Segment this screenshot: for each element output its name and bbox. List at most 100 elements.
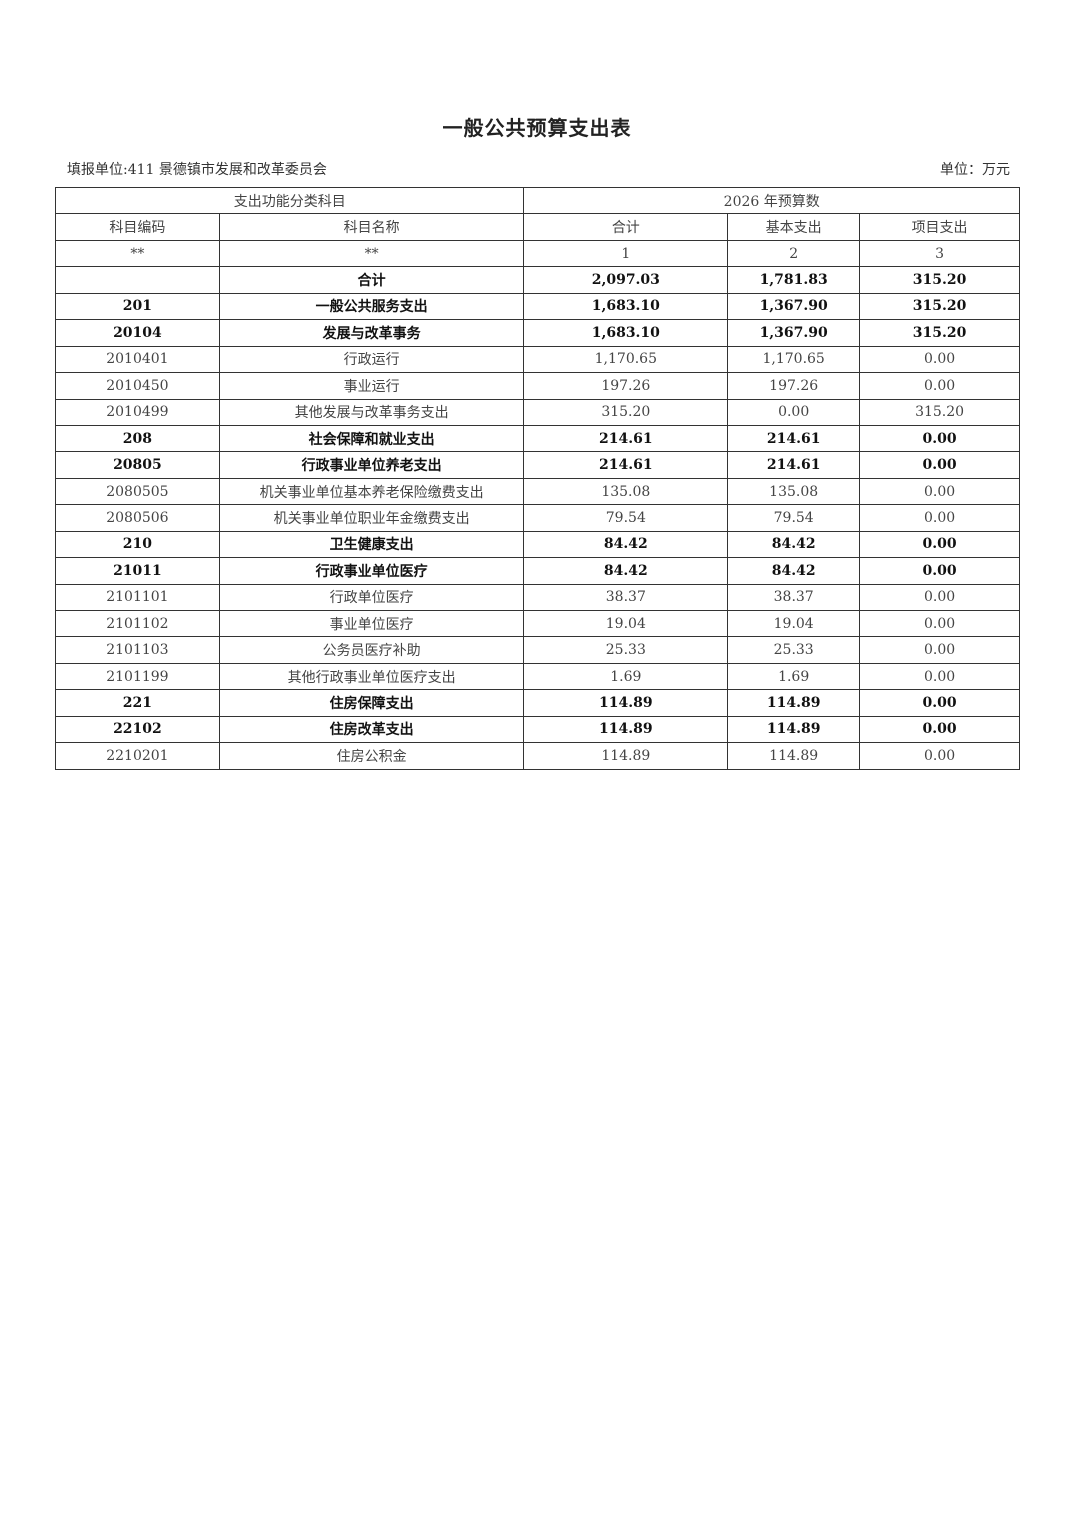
cell-basic: 1,170.65: [727, 345, 861, 374]
header-basic: 基本支出: [727, 213, 861, 241]
cell-basic: 114.89: [727, 689, 861, 717]
cell-project: 0.00: [859, 636, 1020, 664]
header-total: 合计: [523, 213, 729, 241]
table-row: 2080505 机关事业单位基本养老保险缴费支出 135.08 135.08 0.00: [55, 477, 1020, 506]
header-group-row: 支出功能分类科目 2026 年预算数: [54, 186, 1020, 215]
cell-total: 84.42: [523, 530, 729, 559]
cell-code: 201: [55, 292, 220, 321]
cell-basic: 84.42: [727, 530, 861, 559]
cell-basic: 214.61: [727, 424, 861, 453]
table-row: 21011 行政事业单位医疗 84.42 84.42 0.00: [55, 557, 1020, 585]
table-row: 2210201 住房公积金 114.89 114.89 0.00: [55, 742, 1020, 770]
table-row: 2101101 行政单位医疗 38.37 38.37 0.00: [55, 583, 1020, 612]
cell-total: 38.37: [523, 583, 729, 612]
budget-table: 支出功能分类科目 2026 年预算数 科目编码 科目名称 合计 基本支出 项目支…: [54, 186, 1020, 770]
table-row: 20805 行政事业单位养老支出 214.61 214.61 0.00: [55, 451, 1020, 479]
cell-total: 79.54: [523, 504, 729, 532]
table-row: 2101102 事业单位医疗 19.04 19.04 0.00: [55, 609, 1020, 638]
cell-project: 0.00: [859, 372, 1020, 400]
reporting-unit: 填报单位:411 景德镇市发展和改革委员会: [67, 162, 327, 178]
cell-code: 221: [55, 689, 220, 717]
cell-basic: 197.26: [727, 372, 861, 400]
cell-name: 行政运行: [218, 345, 525, 374]
cell-total: 2,097.03: [523, 266, 729, 294]
index-cell: 2: [727, 239, 861, 268]
cell-name: 其他行政事业单位医疗支出: [218, 662, 525, 691]
cell-code: 2101199: [55, 662, 220, 691]
cell-project: 0.00: [859, 662, 1020, 691]
cell-project: 0.00: [859, 689, 1020, 717]
table-row: 20104 发展与改革事务 1,683.10 1,367.90 315.20: [55, 319, 1020, 347]
table-row: 2101103 公务员医疗补助 25.33 25.33 0.00: [55, 636, 1020, 664]
index-cell: 3: [859, 239, 1020, 268]
cell-total: 1.69: [523, 662, 729, 691]
table-row: 2080506 机关事业单位职业年金缴费支出 79.54 79.54 0.00: [55, 504, 1020, 532]
cell-name: 行政事业单位养老支出: [218, 451, 525, 479]
cell-code: 2210201: [55, 742, 220, 770]
cell-code: 2101102: [55, 609, 220, 638]
cell-total: 19.04: [523, 609, 729, 638]
cell-total: 214.61: [523, 451, 729, 479]
cell-name: 住房保障支出: [218, 689, 525, 717]
cell-project: 0.00: [859, 345, 1020, 374]
cell-project: 0.00: [859, 477, 1020, 506]
header-project: 项目支出: [859, 213, 1020, 241]
table-row: 22102 住房改革支出 114.89 114.89 0.00: [55, 715, 1020, 744]
table-row: 合计 2,097.03 1,781.83 315.20: [55, 266, 1020, 294]
index-cell: 1: [523, 239, 729, 268]
cell-total: 214.61: [523, 424, 729, 453]
index-cell: **: [55, 239, 220, 268]
header-group-budget: 2026 年预算数: [523, 186, 1020, 215]
cell-code: 2010450: [55, 372, 220, 400]
cell-basic: 114.89: [727, 715, 861, 744]
cell-total: 197.26: [523, 372, 729, 400]
cell-project: 0.00: [859, 530, 1020, 559]
cell-name: 事业运行: [218, 372, 525, 400]
header-group-classification: 支出功能分类科目: [54, 186, 525, 215]
cell-code: 2010401: [55, 345, 220, 374]
cell-basic: 25.33: [727, 636, 861, 664]
cell-code: 20104: [55, 319, 220, 347]
cell-basic: 19.04: [727, 609, 861, 638]
cell-total: 1,683.10: [523, 319, 729, 347]
cell-total: 1,170.65: [523, 345, 729, 374]
cell-name: 合计: [218, 266, 525, 294]
cell-project: 0.00: [859, 742, 1020, 770]
cell-name: 发展与改革事务: [218, 319, 525, 347]
cell-code: 2080506: [55, 504, 220, 532]
cell-project: 315.20: [859, 292, 1020, 321]
table-row: 210 卫生健康支出 84.42 84.42 0.00: [55, 530, 1020, 559]
index-cell: **: [218, 239, 525, 268]
table-row: 2010450 事业运行 197.26 197.26 0.00: [55, 372, 1020, 400]
cell-name: 事业单位医疗: [218, 609, 525, 638]
cell-basic: 1.69: [727, 662, 861, 691]
cell-code: 22102: [55, 715, 220, 744]
header-name: 科目名称: [218, 213, 525, 241]
cell-project: 315.20: [859, 319, 1020, 347]
cell-basic: 1,367.90: [727, 319, 861, 347]
cell-code: 210: [55, 530, 220, 559]
cell-basic: 0.00: [727, 398, 861, 426]
cell-total: 25.33: [523, 636, 729, 664]
cell-project: 0.00: [859, 451, 1020, 479]
cell-project: 0.00: [859, 609, 1020, 638]
cell-total: 135.08: [523, 477, 729, 506]
cell-basic: 1,781.83: [727, 266, 861, 294]
cell-total: 1,683.10: [523, 292, 729, 321]
cell-basic: 214.61: [727, 451, 861, 479]
cell-basic: 114.89: [727, 742, 861, 770]
cell-name: 住房公积金: [218, 742, 525, 770]
cell-total: 84.42: [523, 557, 729, 585]
cell-basic: 1,367.90: [727, 292, 861, 321]
cell-total: 315.20: [523, 398, 729, 426]
cell-project: 0.00: [859, 715, 1020, 744]
cell-name: 社会保障和就业支出: [218, 424, 525, 453]
table-row: 201 一般公共服务支出 1,683.10 1,367.90 315.20: [55, 292, 1020, 321]
cell-name: 行政单位医疗: [218, 583, 525, 612]
page-title: 一般公共预算支出表: [442, 116, 632, 140]
cell-project: 0.00: [859, 557, 1020, 585]
header-row: 科目编码 科目名称 合计 基本支出 项目支出: [55, 213, 1020, 241]
cell-name: 卫生健康支出: [218, 530, 525, 559]
cell-total: 114.89: [523, 742, 729, 770]
cell-code: 21011: [55, 557, 220, 585]
